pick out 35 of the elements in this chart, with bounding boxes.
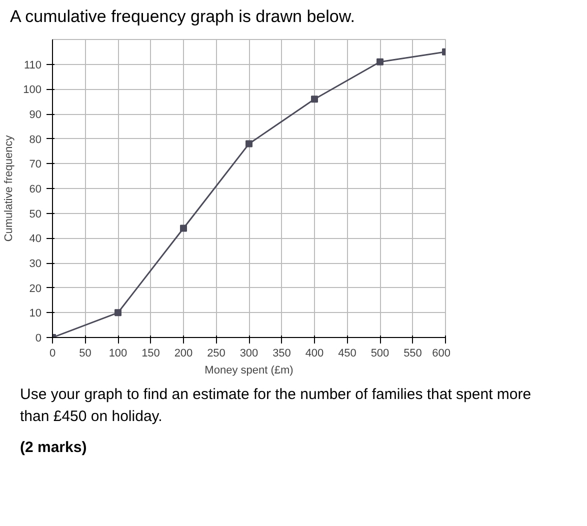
y-tick-label: 60 bbox=[29, 184, 42, 196]
point bbox=[311, 96, 318, 103]
y-tick-label: 90 bbox=[29, 109, 42, 122]
chart-title: A cumulative frequency graph is drawn below. bbox=[10, 6, 355, 28]
x-tick-label: 50 bbox=[79, 348, 92, 360]
y-tick-label: 110 bbox=[24, 60, 42, 72]
x-tick-label: 100 bbox=[108, 348, 128, 360]
x-tick-label: 0 bbox=[49, 348, 56, 360]
y-tick-label: 50 bbox=[29, 208, 42, 221]
y-tick-label: 40 bbox=[29, 233, 42, 246]
text: (2 marks) bbox=[20, 438, 87, 458]
text: Use your graph to find an estimate for the number of families that spent more than £450 on holiday. bbox=[20, 385, 532, 427]
x-tick-label: 300 bbox=[240, 348, 258, 360]
x-tick-label: 200 bbox=[174, 348, 193, 360]
y-tick-label: 100 bbox=[23, 84, 42, 96]
x-tick-label: 150 bbox=[142, 348, 160, 360]
x-tick-label: 600 bbox=[432, 348, 451, 360]
point bbox=[246, 140, 252, 148]
y-tick-label: 20 bbox=[29, 283, 42, 296]
y-tick-label: 70 bbox=[29, 158, 42, 171]
x-tick-label: 450 bbox=[338, 348, 356, 360]
x-tick-label: 550 bbox=[404, 348, 422, 360]
y-tick-label: 30 bbox=[29, 258, 42, 270]
x-tick-label: 500 bbox=[370, 348, 390, 360]
x-tick-label: 400 bbox=[305, 348, 324, 360]
point bbox=[114, 309, 122, 316]
x-tick-label: 250 bbox=[207, 348, 226, 360]
y-axis-title: Cumulative frequency bbox=[3, 135, 16, 242]
x-tick-label: 350 bbox=[272, 348, 291, 360]
point bbox=[180, 225, 187, 232]
point bbox=[376, 58, 384, 66]
y-tick-label: 10 bbox=[29, 308, 42, 320]
y-tick-label: 80 bbox=[29, 134, 42, 146]
x-axis-title: Money spent (£m) bbox=[204, 364, 294, 377]
y-tick-label: 0 bbox=[35, 332, 42, 345]
